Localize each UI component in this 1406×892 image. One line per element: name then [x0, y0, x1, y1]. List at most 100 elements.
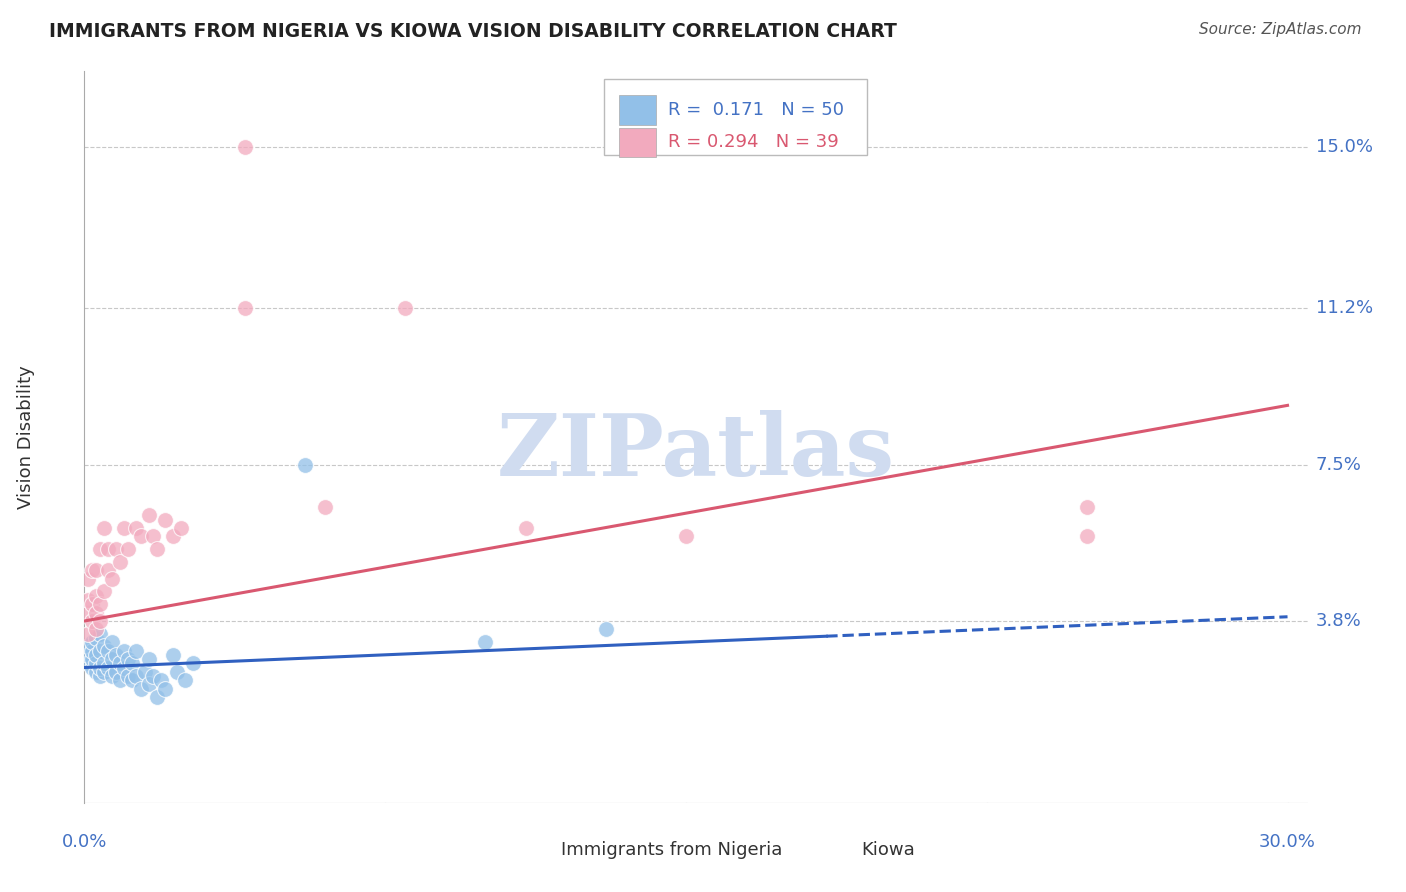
Point — [233, 140, 256, 154]
Point — [166, 665, 188, 679]
Point — [153, 681, 176, 696]
Point — [474, 635, 496, 649]
Text: 30.0%: 30.0% — [1260, 833, 1316, 851]
Text: Immigrants from Nigeria: Immigrants from Nigeria — [561, 841, 783, 859]
Point — [101, 572, 124, 586]
Text: R =  0.171   N = 50: R = 0.171 N = 50 — [668, 101, 844, 120]
Point — [77, 592, 100, 607]
Point — [101, 669, 124, 683]
Point — [173, 673, 195, 688]
Point — [86, 563, 108, 577]
Point — [110, 555, 132, 569]
Point — [97, 660, 120, 674]
Point — [114, 660, 136, 674]
Point — [294, 458, 316, 472]
Point — [138, 677, 160, 691]
Point — [105, 542, 128, 557]
Point — [162, 529, 184, 543]
Point — [149, 673, 172, 688]
Point — [114, 521, 136, 535]
Point — [314, 500, 336, 514]
Point — [82, 597, 104, 611]
Point — [101, 652, 124, 666]
Point — [125, 521, 148, 535]
Point — [121, 673, 143, 688]
Point — [110, 657, 132, 671]
Point — [77, 640, 100, 654]
Point — [134, 665, 156, 679]
Point — [141, 529, 163, 543]
Point — [86, 665, 108, 679]
Point — [89, 626, 111, 640]
Point — [125, 669, 148, 683]
Text: Source: ZipAtlas.com: Source: ZipAtlas.com — [1198, 22, 1361, 37]
Point — [138, 508, 160, 523]
Text: IMMIGRANTS FROM NIGERIA VS KIOWA VISION DISABILITY CORRELATION CHART: IMMIGRANTS FROM NIGERIA VS KIOWA VISION … — [49, 22, 897, 41]
Point — [129, 529, 152, 543]
Point — [86, 631, 108, 645]
FancyBboxPatch shape — [619, 128, 655, 157]
Point — [153, 512, 176, 526]
Point — [86, 623, 108, 637]
Point — [105, 648, 128, 662]
Point — [97, 643, 120, 657]
Point — [129, 681, 152, 696]
Point — [77, 648, 100, 662]
FancyBboxPatch shape — [818, 838, 855, 865]
Point — [121, 657, 143, 671]
Point — [117, 542, 139, 557]
Text: Kiowa: Kiowa — [860, 841, 915, 859]
Point — [114, 643, 136, 657]
Point — [77, 606, 100, 620]
Point — [86, 657, 108, 671]
FancyBboxPatch shape — [519, 838, 555, 865]
Point — [89, 669, 111, 683]
Point — [97, 542, 120, 557]
Text: 7.5%: 7.5% — [1316, 456, 1362, 474]
Point — [97, 563, 120, 577]
Point — [181, 657, 204, 671]
Point — [89, 660, 111, 674]
Point — [675, 529, 697, 543]
Text: Vision Disability: Vision Disability — [17, 365, 35, 509]
Point — [138, 652, 160, 666]
Point — [82, 652, 104, 666]
Point — [82, 643, 104, 657]
Point — [110, 673, 132, 688]
Point — [82, 614, 104, 628]
Point — [1076, 529, 1098, 543]
FancyBboxPatch shape — [605, 78, 868, 155]
Point — [82, 660, 104, 674]
Point — [141, 669, 163, 683]
Point — [93, 521, 115, 535]
Point — [93, 640, 115, 654]
Text: R = 0.294   N = 39: R = 0.294 N = 39 — [668, 133, 838, 152]
Point — [101, 635, 124, 649]
Point — [162, 648, 184, 662]
Point — [86, 589, 108, 603]
Point — [77, 657, 100, 671]
Point — [89, 643, 111, 657]
Point — [89, 542, 111, 557]
Point — [89, 614, 111, 628]
Point — [82, 563, 104, 577]
Point — [125, 643, 148, 657]
Point — [89, 597, 111, 611]
Point — [93, 584, 115, 599]
Text: 15.0%: 15.0% — [1316, 138, 1372, 156]
Point — [82, 635, 104, 649]
Point — [77, 572, 100, 586]
Point — [93, 665, 115, 679]
Point — [86, 648, 108, 662]
Point — [169, 521, 191, 535]
Point — [145, 542, 167, 557]
Point — [394, 301, 416, 315]
Point — [86, 606, 108, 620]
Point — [515, 521, 537, 535]
Point — [77, 626, 100, 640]
Point — [117, 669, 139, 683]
Point — [233, 301, 256, 315]
Text: ZIPatlas: ZIPatlas — [496, 409, 896, 493]
Text: 3.8%: 3.8% — [1316, 612, 1361, 630]
Point — [117, 652, 139, 666]
